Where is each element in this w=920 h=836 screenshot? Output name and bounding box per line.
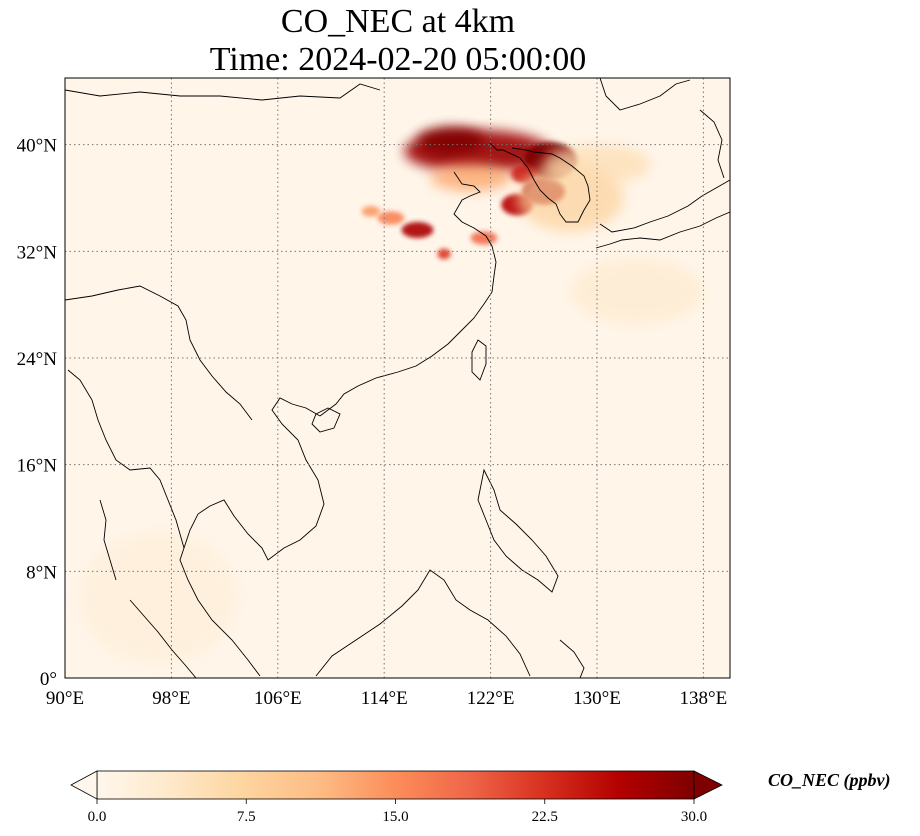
x-tick-label: 106°E xyxy=(254,688,302,709)
y-tick-label: 16°N xyxy=(17,456,58,477)
co-plume-7 xyxy=(361,206,381,217)
x-axis-ticks: 90°E 98°E 106°E 114°E 122°E 130°E 138°E xyxy=(46,688,727,709)
map-title-line1: CO_NEC at 4km xyxy=(280,3,516,40)
y-tick-label: 32°N xyxy=(17,242,58,263)
x-tick-label: 98°E xyxy=(152,688,190,709)
colorbar-extend-low xyxy=(70,770,98,800)
y-axis-ticks: 0° 8°N 16°N 24°N 32°N 40°N xyxy=(17,136,58,690)
colorbar-ticks: 0.0 7.5 15.0 22.5 30.0 xyxy=(88,799,707,825)
x-tick-label: 90°E xyxy=(46,688,84,709)
co-plume-15 xyxy=(78,531,238,665)
y-tick-label: 24°N xyxy=(17,349,58,370)
co-plume-11 xyxy=(430,164,511,192)
co-concentration-field xyxy=(78,127,704,665)
colorbar: 0.0 7.5 15.0 22.5 30.0 xyxy=(70,770,723,825)
colorbar-label: CO_NEC (ppbv) xyxy=(768,770,891,790)
co-plume-5 xyxy=(401,222,434,238)
colorbar-tick-label: 0.0 xyxy=(88,809,107,825)
x-tick-label: 130°E xyxy=(573,688,621,709)
colorbar-tick-label: 15.0 xyxy=(382,809,408,825)
co-plume-8 xyxy=(437,248,451,260)
x-tick-label: 122°E xyxy=(467,688,515,709)
colorbar-gradient xyxy=(96,770,695,800)
co-plume-9 xyxy=(470,231,498,245)
colorbar-tick-label: 30.0 xyxy=(681,809,707,825)
map-frame xyxy=(64,77,731,679)
y-tick-label: 0° xyxy=(40,669,57,690)
map-gridlines xyxy=(65,78,730,678)
co-plume-6 xyxy=(377,211,405,225)
co-plume-14 xyxy=(570,258,704,325)
co-plume-1 xyxy=(417,127,484,154)
x-tick-label: 114°E xyxy=(361,688,408,709)
map-title-line2: Time: 2024-02-20 05:00:00 xyxy=(209,41,587,78)
colorbar-extend-high xyxy=(693,770,723,800)
x-tick-label: 138°E xyxy=(680,688,728,709)
colorbar-tick-label: 7.5 xyxy=(237,809,256,825)
y-tick-label: 8°N xyxy=(26,562,57,583)
colorbar-tick-label: 22.5 xyxy=(532,809,558,825)
coastlines xyxy=(65,78,730,678)
y-tick-label: 40°N xyxy=(17,136,58,157)
